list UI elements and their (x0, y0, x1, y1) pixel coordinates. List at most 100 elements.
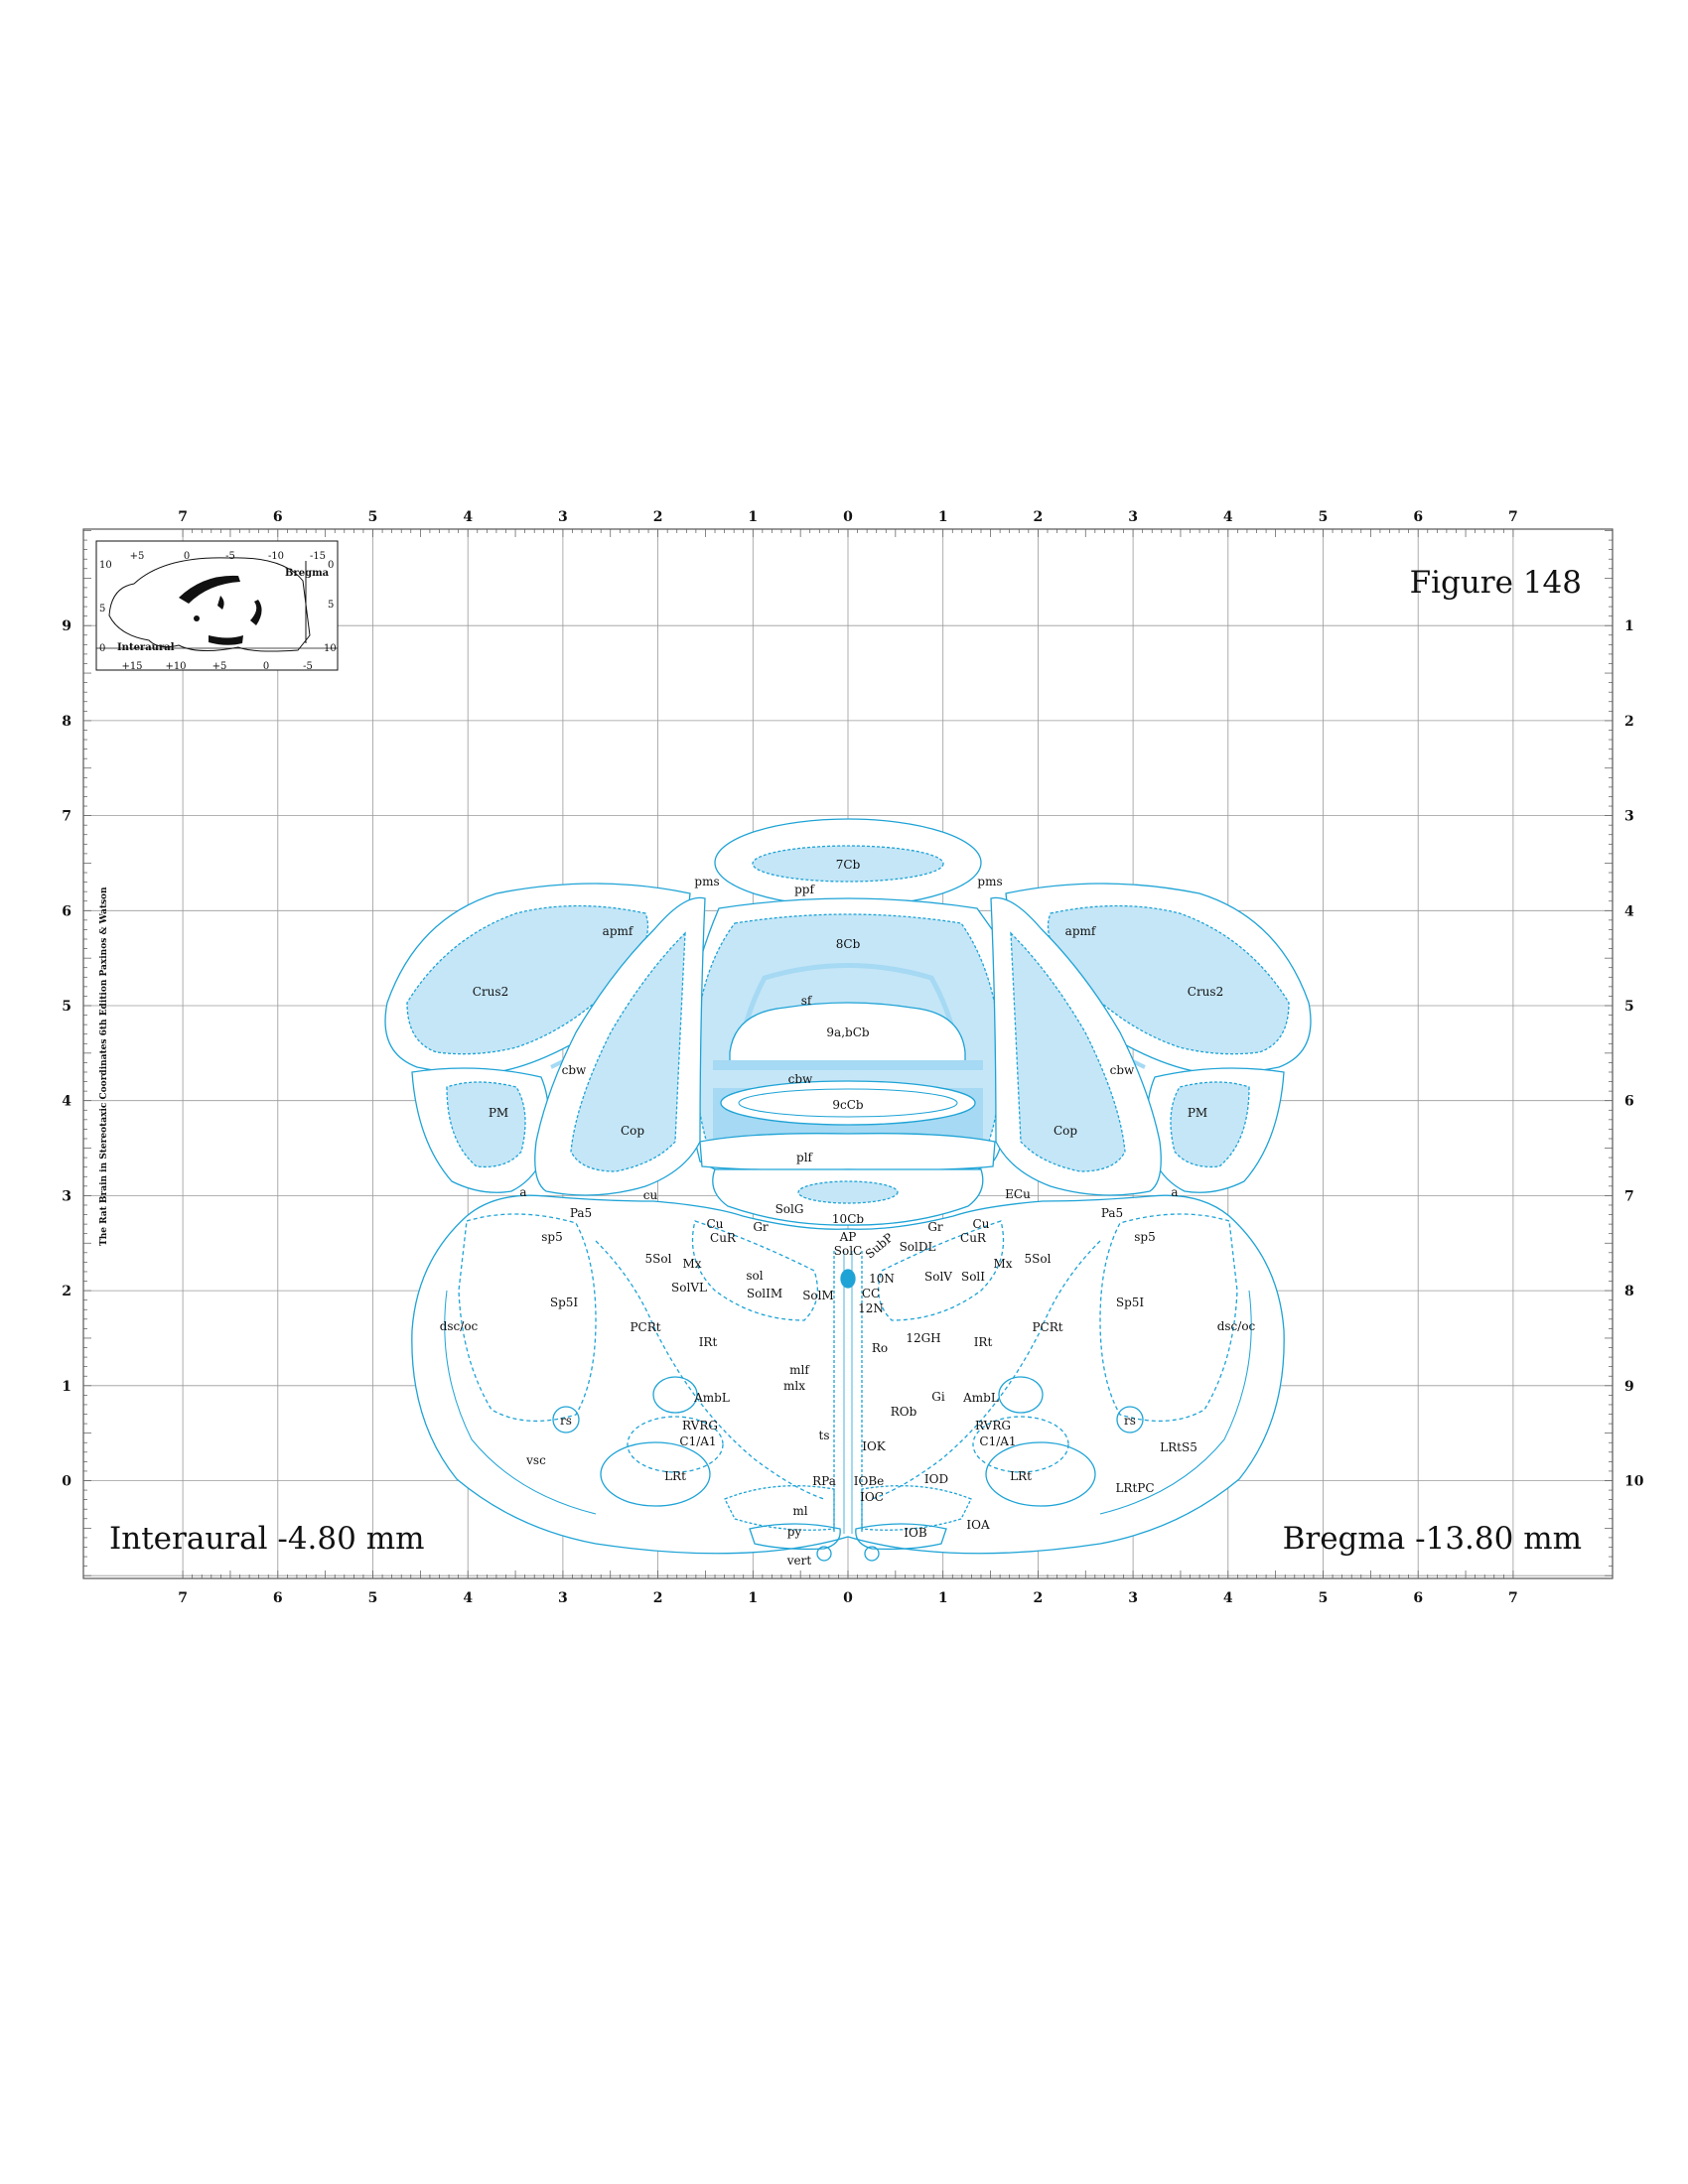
region-label: apmf (1065, 924, 1097, 938)
region-label: LRt (1010, 1469, 1032, 1483)
x-tick-label: 7 (1508, 509, 1518, 525)
region-label: PM (1188, 1106, 1207, 1120)
region-label: ppf (794, 883, 815, 896)
region-label: Gi (931, 1390, 945, 1404)
midline-raphe (833, 1251, 863, 1534)
inset-bottom-tick: +15 (121, 661, 142, 672)
region-label: 10Cb (832, 1212, 864, 1226)
inset-left-tick: 10 (99, 560, 112, 571)
region-label: LRtPC (1115, 1481, 1154, 1495)
inset-hippocampus (179, 575, 240, 604)
region-label: LRtS5 (1160, 1440, 1197, 1454)
rs-right (1116, 1406, 1144, 1433)
sagittal-inset: +5 0 -5 -10 -15 +15 +10 +5 0 -5 10 5 0 0… (95, 540, 339, 672)
region-label: PCRt (1032, 1320, 1062, 1334)
y-tick-label-left: 7 (62, 809, 71, 825)
region-label: C1/A1 (979, 1434, 1016, 1448)
interaural-label: Interaural -4.80 mm (109, 1521, 425, 1557)
region-label: IOK (862, 1439, 887, 1453)
region-label: 9a,bCb (826, 1025, 869, 1039)
region-label: py (787, 1525, 802, 1539)
y-tick-label-right: 10 (1624, 1474, 1644, 1490)
region-label: sol (746, 1269, 763, 1283)
x-tick-label: 3 (1128, 1590, 1138, 1606)
inset-top-tick: 0 (184, 551, 190, 562)
region-label: LRt (664, 1469, 686, 1483)
region-label: IRt (974, 1335, 993, 1349)
y-tick-label-right: 3 (1624, 809, 1634, 825)
inset-top-tick: +5 (130, 551, 145, 562)
region-label: AP (839, 1230, 857, 1244)
region-label: ECu (1005, 1187, 1031, 1201)
region-label: ts (819, 1429, 830, 1442)
region-label: plf (796, 1151, 814, 1164)
brain-section (384, 818, 1312, 1562)
inset-top-tick: -5 (225, 551, 235, 562)
region-label: PCRt (630, 1320, 660, 1334)
y-tick-label-left: 0 (62, 1474, 71, 1490)
region-label: cbw (1110, 1063, 1135, 1077)
region-label: RVRG (975, 1419, 1011, 1433)
inset-right-tick: 10 (324, 643, 337, 654)
region-label: Mx (682, 1257, 701, 1271)
y-tick-label-right: 4 (1624, 903, 1634, 919)
region-label: cbw (562, 1063, 587, 1077)
inferior-olive (724, 1485, 972, 1531)
y-tick-label-left: 4 (62, 1094, 71, 1110)
x-tick-label: 5 (1319, 509, 1329, 525)
region-label: IOB (904, 1526, 927, 1540)
axis-tick-labels: 7766554433221100112233445566779876543210… (62, 509, 1643, 1606)
y-tick-label-right: 1 (1624, 618, 1634, 634)
y-tick-label-right: 6 (1624, 1094, 1634, 1110)
x-tick-label: 6 (273, 1590, 283, 1606)
pyramid-left (749, 1523, 841, 1551)
region-label: IOC (860, 1490, 884, 1504)
x-tick-label: 4 (1223, 509, 1233, 525)
region-label: sf (801, 994, 813, 1008)
region-label: a (519, 1185, 526, 1199)
region-label: AmbL (693, 1391, 730, 1405)
rs-left (552, 1406, 580, 1433)
sp5-right (1099, 1213, 1238, 1423)
side-credit: The Rat Brain in Stereotaxic Coordinates… (99, 887, 109, 1246)
region-label: Cu (973, 1217, 990, 1231)
region-label: Gr (753, 1220, 769, 1234)
lobule-plf (699, 1133, 996, 1171)
region-label: Pa5 (570, 1206, 592, 1220)
region-label: pms (977, 875, 1002, 888)
region-label: SolDL (900, 1240, 936, 1254)
inset-bottom-tick: -5 (303, 661, 313, 672)
inset-right-tick: 5 (328, 600, 334, 611)
region-label: IOA (966, 1518, 990, 1532)
y-tick-label-right: 5 (1624, 999, 1634, 1015)
region-label: Cu (707, 1217, 724, 1231)
region-label: RVRG (682, 1419, 718, 1433)
x-tick-label: 4 (463, 509, 473, 525)
region-label: vsc (525, 1453, 546, 1467)
x-tick-label: 5 (368, 509, 378, 525)
inset-left-tick: 5 (99, 604, 105, 614)
x-tick-label: 0 (843, 509, 853, 525)
x-tick-label: 2 (653, 509, 663, 525)
region-label: IOD (924, 1472, 948, 1486)
region-label: AmbL (962, 1391, 999, 1405)
x-tick-label: 3 (558, 1590, 568, 1606)
y-tick-label-right: 9 (1624, 1379, 1634, 1395)
inset-top-tick: -15 (310, 551, 326, 562)
inset-right-tick: 0 (328, 560, 334, 571)
figure-title: Figure 148 (1410, 565, 1582, 601)
inset-top-tick: -10 (268, 551, 284, 562)
region-label: SolV (924, 1270, 952, 1284)
x-tick-label: 5 (1319, 1590, 1329, 1606)
region-label: Mx (993, 1257, 1012, 1271)
region-label: dsc/oc (440, 1319, 479, 1333)
region-label: Ro (872, 1341, 888, 1355)
central-canal (840, 1269, 856, 1289)
region-label: Cop (621, 1124, 644, 1138)
region-label: SolM (802, 1289, 834, 1302)
region-label: PM (489, 1106, 508, 1120)
region-label: Crus2 (473, 985, 508, 999)
region-label: CC (862, 1287, 880, 1300)
region-label: C1/A1 (679, 1434, 716, 1448)
